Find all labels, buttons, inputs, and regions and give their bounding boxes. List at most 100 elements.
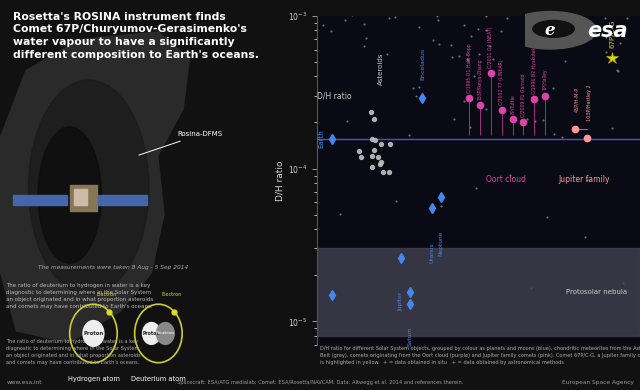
Text: The ratio of deuterium to hydrogen in water is a key
diagnostic to determining w: The ratio of deuterium to hydrogen in wa…	[6, 283, 154, 309]
Text: 153P/Ikeya-Zhang: 153P/Ikeya-Zhang	[477, 58, 483, 100]
Point	[488, 56, 499, 62]
Text: C/2002 T7 (LINEAR): C/2002 T7 (LINEAR)	[499, 60, 504, 105]
Point	[582, 177, 592, 183]
Text: 45P/H-M-P: 45P/H-M-P	[575, 87, 580, 112]
Point	[408, 85, 418, 91]
Point	[385, 141, 395, 147]
Text: Oort cloud: Oort cloud	[486, 175, 526, 184]
Point	[458, 22, 468, 28]
Point	[481, 13, 491, 20]
Point	[376, 159, 387, 165]
Polygon shape	[0, 31, 190, 343]
Point	[600, 49, 611, 55]
Point	[470, 185, 481, 191]
Point	[431, 13, 442, 19]
Point	[462, 56, 472, 62]
Point	[451, 9, 461, 15]
Point	[459, 98, 469, 105]
Point	[534, 14, 545, 21]
Point	[404, 132, 414, 138]
Point	[326, 28, 336, 34]
Text: Rosina-DFMS: Rosina-DFMS	[139, 131, 223, 155]
Text: Neptune: Neptune	[438, 231, 444, 257]
Point	[463, 57, 474, 64]
Text: Proton: Proton	[143, 331, 160, 336]
Ellipse shape	[38, 127, 101, 263]
Point	[414, 24, 424, 30]
Point	[428, 37, 438, 43]
Point	[375, 161, 385, 167]
Bar	[317, 248, 640, 336]
Point	[342, 118, 352, 124]
Circle shape	[83, 321, 104, 346]
Text: D/H ratio: D/H ratio	[317, 91, 352, 100]
Text: Uranus: Uranus	[429, 242, 435, 263]
Point	[369, 115, 379, 122]
Point	[526, 285, 536, 291]
Text: Proton: Proton	[83, 331, 104, 336]
Point	[415, 96, 426, 103]
Point	[378, 168, 388, 175]
Point	[600, 15, 610, 21]
Point	[367, 136, 377, 142]
Y-axis label: D/H ratio: D/H ratio	[276, 160, 285, 200]
Point	[502, 14, 512, 21]
Point	[358, 43, 369, 49]
Point	[474, 51, 484, 58]
Bar	[70, 185, 97, 211]
Point	[607, 125, 618, 131]
Point	[433, 16, 444, 23]
Text: Neutron: Neutron	[156, 332, 175, 335]
Point	[412, 93, 422, 99]
Point	[356, 154, 366, 160]
Point	[496, 28, 506, 34]
Point	[461, 11, 471, 17]
Point	[469, 73, 479, 79]
Text: Protosolar nebula: Protosolar nebula	[566, 289, 628, 295]
Text: e: e	[545, 22, 556, 39]
Text: Asteroids: Asteroids	[378, 53, 383, 85]
Point	[515, 7, 525, 13]
Point	[446, 42, 456, 48]
Point	[568, 5, 578, 11]
Point	[522, 116, 532, 122]
Point	[473, 26, 483, 32]
Point	[414, 83, 424, 90]
Text: Jupiter family: Jupiter family	[558, 175, 610, 184]
Point	[579, 4, 589, 11]
Text: Deuterium atom: Deuterium atom	[131, 376, 186, 382]
Point	[369, 147, 379, 153]
Bar	[74, 189, 87, 205]
Text: Electron: Electron	[97, 292, 116, 297]
Point	[530, 118, 540, 124]
Text: Saturn: Saturn	[408, 326, 413, 346]
Point	[485, 43, 495, 49]
Point	[381, 51, 392, 57]
Point	[600, 34, 611, 40]
Circle shape	[157, 323, 174, 344]
Point	[557, 134, 567, 140]
Text: Earth: Earth	[319, 130, 324, 149]
Text: The measurements were taken 8 Aug - 5 Sep 2014: The measurements were taken 8 Aug - 5 Se…	[38, 265, 188, 269]
Point	[434, 41, 444, 47]
Text: Hydrogen atom: Hydrogen atom	[67, 376, 120, 382]
Point	[384, 168, 394, 175]
Text: C/2009 P1 Garradd: C/2009 P1 Garradd	[521, 74, 526, 117]
Text: esa: esa	[588, 21, 628, 41]
Text: C/1995 O1 Hale-Bopp: C/1995 O1 Hale-Bopp	[467, 43, 472, 93]
Point	[615, 40, 625, 46]
Bar	[98, 195, 147, 205]
Point	[374, 2, 384, 8]
Text: Jupiter: Jupiter	[398, 292, 403, 311]
Point	[454, 53, 465, 59]
Circle shape	[533, 20, 574, 37]
Point	[548, 85, 559, 91]
Point	[376, 140, 386, 147]
Point	[384, 15, 394, 21]
Bar	[13, 195, 67, 205]
Point	[504, 172, 515, 178]
Circle shape	[143, 323, 160, 344]
Circle shape	[504, 12, 596, 49]
Point	[579, 234, 589, 240]
Text: D/H ratio for different Solar System objects, grouped by colour as planets and m: D/H ratio for different Solar System obj…	[320, 346, 640, 365]
